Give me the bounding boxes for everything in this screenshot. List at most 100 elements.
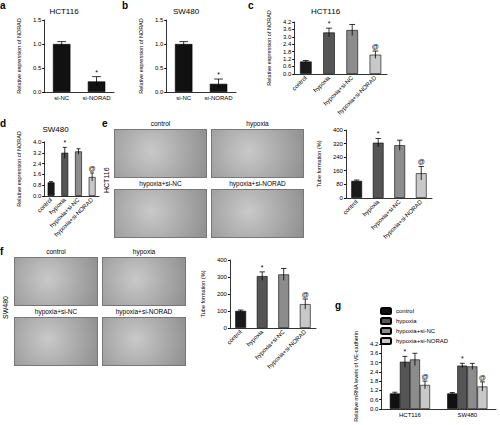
svg-text:400: 400 — [333, 127, 344, 133]
svg-text:hypoxia+si-NORAD: hypoxia+si-NORAD — [53, 196, 95, 238]
svg-text:@: @ — [421, 373, 428, 380]
svg-text:0.6: 0.6 — [283, 63, 292, 69]
svg-text:hypoxia+si-NC: hypoxia+si-NC — [370, 198, 402, 231]
svg-text:1.5: 1.5 — [33, 17, 42, 23]
svg-text:control: control — [291, 75, 308, 92]
svg-text:*: * — [377, 130, 380, 137]
svg-text:@: @ — [479, 374, 486, 381]
svg-text:HCT116: HCT116 — [49, 7, 79, 16]
svg-text:Tube formation (%): Tube formation (%) — [316, 140, 322, 187]
svg-text:Relative expression of NORAD: Relative expression of NORAD — [138, 18, 144, 94]
svg-text:hypoxia+si-NORAD: hypoxia+si-NORAD — [336, 74, 378, 116]
html-text:control: control — [150, 120, 171, 127]
svg-text:3.6: 3.6 — [370, 350, 379, 356]
svg-text:@: @ — [372, 43, 379, 50]
svg-text:0.6: 0.6 — [370, 397, 379, 403]
svg-text:0.0: 0.0 — [33, 89, 42, 95]
svg-text:1.2: 1.2 — [283, 56, 292, 62]
svg-text:Relative expression of NORAD: Relative expression of NORAD — [266, 10, 272, 86]
svg-text:control: control — [342, 199, 359, 216]
svg-text:100: 100 — [217, 308, 228, 314]
svg-text:0.5: 0.5 — [155, 65, 164, 71]
svg-text:160: 160 — [333, 168, 344, 174]
svg-text:3.0: 3.0 — [283, 34, 292, 40]
svg-text:Tube formation (%): Tube formation (%) — [200, 270, 206, 317]
svg-text:0: 0 — [224, 325, 228, 331]
html-text:SW480: SW480 — [2, 296, 9, 320]
svg-text:*: * — [404, 348, 407, 355]
svg-text:SW480: SW480 — [173, 7, 200, 16]
svg-text:300: 300 — [217, 274, 228, 280]
svg-text:1.0: 1.0 — [155, 41, 164, 47]
svg-text:SW480: SW480 — [42, 125, 69, 134]
svg-text:hypoxia+si-NC: hypoxia+si-NC — [322, 74, 355, 107]
svg-text:1.8: 1.8 — [370, 378, 379, 384]
svg-text:*: * — [328, 20, 331, 27]
svg-text:control: control — [226, 329, 243, 346]
svg-text:1.0: 1.0 — [33, 41, 42, 47]
svg-text:0.0: 0.0 — [33, 193, 42, 199]
html-text:hypoxia: hypoxia — [246, 120, 269, 127]
svg-text:HCT116: HCT116 — [311, 7, 341, 16]
svg-text:0.5: 0.5 — [33, 65, 42, 71]
svg-text:si-NORAD: si-NORAD — [205, 95, 234, 101]
svg-text:2.4: 2.4 — [33, 161, 42, 167]
svg-text:si-NC: si-NC — [176, 95, 192, 101]
svg-text:200: 200 — [217, 291, 228, 297]
svg-text:*: * — [461, 355, 464, 362]
svg-text:240: 240 — [333, 154, 344, 160]
svg-text:Relative mRNA levels of VE-cad: Relative mRNA levels of VE-cadherin — [353, 331, 359, 422]
svg-text:si-NC: si-NC — [54, 95, 70, 101]
svg-text:hypoxia+si-NORAD: hypoxia+si-NORAD — [396, 338, 449, 344]
svg-text:hypoxia: hypoxia — [245, 328, 264, 347]
html-text:g: g — [335, 300, 342, 311]
svg-text:0.0: 0.0 — [370, 406, 379, 412]
svg-text:SW480: SW480 — [457, 412, 477, 418]
svg-text:Relative expression of NORAD: Relative expression of NORAD — [16, 18, 22, 94]
svg-text:*: * — [261, 264, 264, 271]
svg-text:3.6: 3.6 — [283, 26, 292, 32]
svg-text:4.0: 4.0 — [33, 139, 42, 145]
svg-text:*: * — [95, 69, 98, 76]
svg-text:2.4: 2.4 — [370, 369, 379, 375]
html-text:b: b — [122, 0, 129, 11]
svg-text:4.2: 4.2 — [370, 341, 379, 347]
svg-text:hypoxia: hypoxia — [312, 74, 331, 93]
svg-text:0.0: 0.0 — [283, 71, 292, 77]
svg-text:si-NORAD: si-NORAD — [83, 95, 112, 101]
svg-text:320: 320 — [333, 141, 344, 147]
html-text:hypoxia+si-NORAD: hypoxia+si-NORAD — [229, 180, 286, 187]
svg-text:Relative expression of NORAD: Relative expression of NORAD — [16, 131, 22, 207]
svg-text:hypoxia+si-NC: hypoxia+si-NC — [396, 328, 436, 334]
svg-text:1.5: 1.5 — [155, 17, 164, 23]
html-text:HCT116: HCT116 — [103, 167, 110, 193]
svg-text:control: control — [36, 196, 54, 214]
svg-text:*: * — [217, 71, 220, 78]
svg-text:hypoxia+si-NC: hypoxia+si-NC — [48, 196, 81, 229]
svg-text:2.4: 2.4 — [283, 41, 292, 47]
html-text:d: d — [0, 118, 7, 129]
svg-text:1.2: 1.2 — [370, 387, 379, 393]
svg-text:3.0: 3.0 — [370, 360, 379, 366]
svg-text:4.2: 4.2 — [283, 19, 292, 25]
svg-text:1.6: 1.6 — [33, 171, 42, 177]
svg-text:@: @ — [302, 291, 309, 298]
svg-text:HCT116: HCT116 — [399, 412, 422, 418]
svg-text:80: 80 — [336, 181, 343, 187]
svg-text:0.8: 0.8 — [33, 182, 42, 188]
svg-text:hypoxia: hypoxia — [361, 198, 380, 217]
svg-text:1.8: 1.8 — [283, 49, 292, 55]
svg-text:0: 0 — [340, 195, 344, 201]
svg-text:400: 400 — [217, 257, 228, 263]
svg-text:*: * — [63, 139, 66, 146]
svg-text:3.2: 3.2 — [33, 150, 42, 156]
svg-text:hypoxia+si-NC: hypoxia+si-NC — [254, 328, 286, 361]
svg-text:hypoxia+si-NORAD: hypoxia+si-NORAD — [266, 328, 308, 370]
html-text:hypoxia+si-NC: hypoxia+si-NC — [139, 180, 182, 187]
svg-text:hypoxia+si-NORAD: hypoxia+si-NORAD — [382, 198, 424, 240]
svg-text:@: @ — [418, 158, 425, 165]
svg-text:@: @ — [89, 165, 96, 172]
svg-text:control: control — [396, 308, 414, 314]
svg-text:0.0: 0.0 — [155, 89, 164, 95]
svg-text:hypoxia: hypoxia — [396, 318, 417, 324]
